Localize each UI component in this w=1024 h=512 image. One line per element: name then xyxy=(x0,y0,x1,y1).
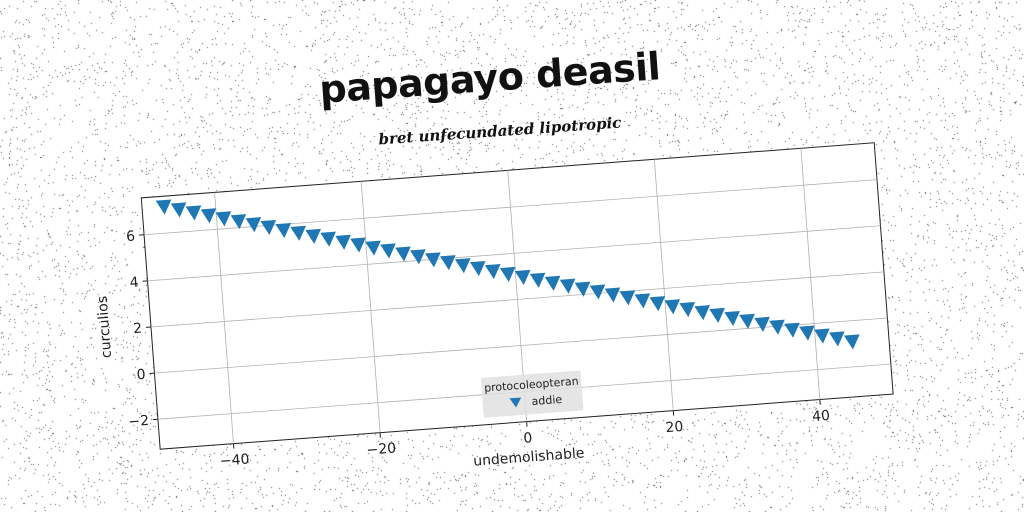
data-point xyxy=(350,237,366,253)
data-point xyxy=(410,249,426,265)
data-point xyxy=(395,246,411,262)
data-point xyxy=(784,322,800,338)
data-point xyxy=(844,334,860,350)
chart-title: papagayo deasil xyxy=(318,44,662,112)
data-point xyxy=(829,331,845,347)
y-tick-label: 0 xyxy=(136,367,146,384)
data-point xyxy=(799,325,815,341)
data-point xyxy=(514,269,531,286)
data-point xyxy=(574,281,591,297)
x-tick-label: 40 xyxy=(812,408,831,425)
data-point xyxy=(739,313,755,329)
data-point xyxy=(230,214,247,230)
data-point xyxy=(290,225,307,241)
y-tick-label: 4 xyxy=(129,275,139,292)
x-tick-label: 0 xyxy=(523,430,533,447)
x-gridline xyxy=(214,192,234,444)
legend: protocoleopteran addie xyxy=(480,370,584,418)
y-axis-label: curculios xyxy=(95,295,116,358)
data-point xyxy=(529,272,546,288)
y-tick-label: 6 xyxy=(126,228,136,245)
y-tick-label: 2 xyxy=(133,321,143,338)
data-point xyxy=(814,328,830,344)
data-point xyxy=(634,293,651,309)
x-gridline xyxy=(800,148,821,400)
data-point xyxy=(544,275,561,291)
data-point xyxy=(694,305,711,321)
y-gridline xyxy=(150,271,884,328)
legend-marker-triangle-down-icon xyxy=(509,397,522,408)
data-point xyxy=(649,296,666,312)
data-point xyxy=(664,299,681,315)
data-point xyxy=(559,278,576,294)
data-point xyxy=(499,266,516,282)
data-point xyxy=(155,199,172,215)
x-gridline xyxy=(360,181,381,433)
data-point xyxy=(320,231,336,247)
data-point xyxy=(709,307,725,324)
data-point xyxy=(365,240,381,256)
chart-subtitle: bret unfecundated lipotropic xyxy=(378,114,622,149)
data-point xyxy=(305,228,322,244)
data-point xyxy=(215,211,232,227)
data-point xyxy=(440,255,456,271)
data-point xyxy=(454,258,471,274)
data-point xyxy=(484,264,501,280)
x-tick-label: −20 xyxy=(366,441,397,459)
data-point xyxy=(754,316,770,332)
data-point xyxy=(380,243,396,259)
legend-box xyxy=(480,370,584,418)
data-point xyxy=(260,219,277,236)
data-point xyxy=(619,290,636,306)
data-point xyxy=(679,302,696,318)
data-point xyxy=(769,319,785,335)
data-point xyxy=(200,208,217,224)
data-point xyxy=(335,234,351,250)
legend-entry-label: addie xyxy=(531,393,563,408)
y-tick-label: −2 xyxy=(128,413,150,431)
data-point xyxy=(185,205,202,221)
x-axis-label: undemolishable xyxy=(473,445,585,469)
data-point xyxy=(425,252,441,268)
data-point xyxy=(275,222,292,239)
x-tick-label: −40 xyxy=(219,452,250,470)
x-gridline xyxy=(653,159,674,411)
x-tick-label: 20 xyxy=(665,419,684,436)
data-point xyxy=(469,260,486,277)
data-point xyxy=(170,202,187,218)
data-points xyxy=(155,199,860,350)
data-point xyxy=(604,287,621,303)
data-point xyxy=(589,284,606,300)
data-point xyxy=(245,217,262,233)
data-point xyxy=(724,310,740,327)
y-gridline xyxy=(147,225,881,282)
